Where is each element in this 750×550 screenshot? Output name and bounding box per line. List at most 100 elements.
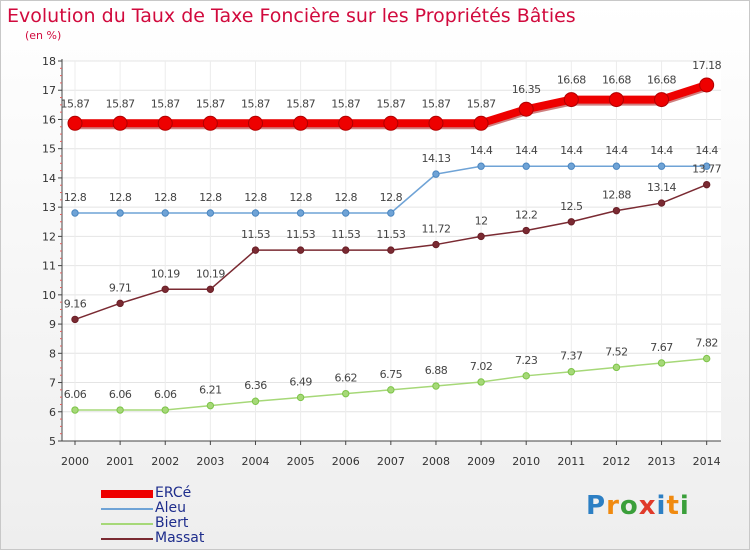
- y-tick-label: 13: [42, 201, 56, 214]
- series-3-data-label: 13.14: [647, 181, 676, 194]
- series-0-point: [67, 115, 83, 131]
- x-tick-label: 2009: [467, 455, 495, 468]
- x-tick-label: 2011: [557, 455, 585, 468]
- series-1-point: [612, 162, 621, 170]
- series-2-point: [296, 393, 305, 402]
- x-tick-label: 2008: [422, 455, 450, 468]
- x-tick-label: 2003: [196, 455, 224, 468]
- legend-swatch: [101, 508, 153, 510]
- series-1-point: [342, 209, 350, 217]
- y-tick-label: 12: [42, 230, 56, 243]
- y-tick-label: 11: [42, 260, 56, 273]
- series-2-data-label: 6.36: [244, 379, 267, 392]
- series-0-data-label: 15.87: [241, 97, 270, 110]
- series-2-data-label: 7.52: [605, 345, 628, 358]
- series-3-data-label: 12.88: [602, 189, 631, 202]
- series-3-data-label: 12.5: [560, 200, 583, 213]
- legend-label: Massat: [155, 530, 205, 546]
- series-0-point: [338, 115, 354, 131]
- series-0-data-label: 15.87: [106, 97, 135, 110]
- series-2-data-label: 6.62: [334, 372, 357, 385]
- series-3-data-label: 11.72: [421, 223, 450, 236]
- series-3-data-label: 13.77: [692, 163, 721, 176]
- legend-swatch: [101, 538, 153, 540]
- series-3-point: [251, 246, 260, 254]
- series-2-point: [522, 372, 530, 380]
- series-2-data-label: 6.75: [380, 368, 403, 381]
- series-1-point: [296, 209, 305, 217]
- x-tick-label: 2000: [61, 455, 89, 468]
- series-0-data-label: 15.87: [151, 97, 180, 110]
- series-0-data-label: 17.18: [692, 59, 721, 72]
- y-tick-label: 16: [42, 113, 56, 126]
- series-3-data-label: 10.19: [151, 267, 180, 280]
- series-3-point: [567, 218, 576, 226]
- series-3-point: [387, 246, 395, 254]
- series-1-data-label: 14.4: [695, 144, 718, 157]
- series-2-point: [432, 382, 440, 390]
- series-2-data-label: 7.02: [470, 360, 493, 373]
- series-3-point: [116, 299, 124, 308]
- series-1-data-label: 12.8: [289, 191, 312, 204]
- series-0-data-label: 16.35: [512, 83, 541, 96]
- series-3-data-label: 10.19: [196, 267, 225, 280]
- series-3-point: [702, 180, 711, 189]
- y-tick-label: 7: [49, 377, 56, 390]
- series-2-point: [477, 378, 485, 386]
- x-tick-label: 2001: [106, 455, 134, 468]
- series-0-data-label: 15.87: [61, 97, 90, 110]
- series-3-point: [612, 206, 621, 215]
- series-1-point: [477, 162, 485, 170]
- series-0-point: [157, 115, 173, 131]
- chart-title: Evolution du Taux de Taxe Foncière sur l…: [7, 5, 576, 27]
- x-tick-label: 2007: [377, 455, 405, 468]
- y-tick-label: 18: [42, 55, 56, 68]
- x-tick-label: 2005: [287, 455, 315, 468]
- series-0-data-label: 15.87: [376, 97, 405, 110]
- series-2-point: [161, 406, 169, 414]
- legend-label: Biert: [155, 515, 189, 531]
- series-0-point: [112, 115, 128, 131]
- x-tick-label: 2002: [151, 455, 179, 468]
- y-tick-label: 10: [42, 289, 56, 302]
- series-1-data-label: 14.4: [515, 144, 538, 157]
- series-0-point: [383, 115, 399, 131]
- series-1-point: [522, 162, 530, 170]
- series-1-point: [251, 209, 260, 217]
- series-2-data-label: 6.06: [109, 388, 132, 401]
- series-0-point: [473, 115, 489, 131]
- series-1-data-label: 12.8: [154, 191, 177, 204]
- y-tick-label: 17: [42, 84, 56, 97]
- series-1-point: [161, 209, 169, 217]
- series-0-point: [293, 115, 309, 131]
- series-0-data-label: 15.87: [467, 97, 496, 110]
- series-2-point: [342, 389, 350, 398]
- series-1-point: [206, 209, 215, 217]
- series-2-point: [387, 386, 395, 394]
- series-3-point: [206, 285, 215, 293]
- y-tick-label: 8: [49, 347, 56, 360]
- y-tick-label: 6: [49, 406, 56, 419]
- series-3-data-label: 11.53: [376, 228, 405, 241]
- series-1-point: [432, 170, 440, 178]
- series-2-data-label: 7.82: [695, 337, 718, 350]
- series-1-data-label: 12.8: [244, 191, 267, 204]
- series-1-data-label: 12.8: [199, 191, 222, 204]
- series-1-data-label: 12.8: [109, 191, 132, 204]
- y-tick-label: 14: [42, 172, 56, 185]
- series-3-point: [161, 285, 169, 293]
- series-3-point: [432, 240, 440, 249]
- series-1-data-label: 14.13: [421, 152, 450, 165]
- series-3-data-label: 11.53: [241, 228, 270, 241]
- series-1-point: [116, 209, 124, 217]
- series-3-point: [657, 199, 666, 207]
- series-1-data-label: 12.8: [64, 191, 87, 204]
- series-2-data-label: 6.06: [154, 388, 177, 401]
- x-tick-label: 2013: [648, 455, 676, 468]
- series-2-data-label: 7.67: [650, 341, 673, 354]
- series-2-point: [612, 363, 621, 372]
- series-3-data-label: 11.53: [286, 228, 315, 241]
- y-tick-label: 9: [49, 318, 56, 331]
